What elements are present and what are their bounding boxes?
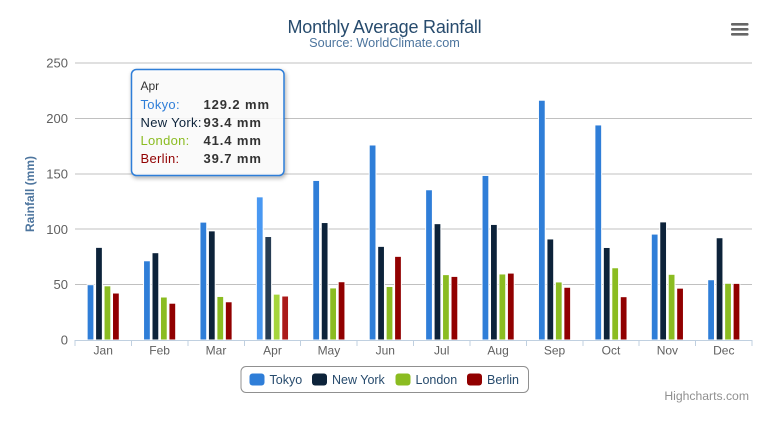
svg-text:Nov: Nov [657, 344, 678, 358]
svg-text:50: 50 [54, 277, 68, 292]
svg-text:Oct: Oct [602, 344, 621, 358]
svg-text:Tokyo: Tokyo [270, 373, 303, 387]
svg-text:41.4 mm: 41.4 mm [204, 133, 262, 148]
svg-text:Source: WorldClimate.com: Source: WorldClimate.com [309, 36, 460, 50]
svg-text:Tokyo:: Tokyo: [141, 97, 180, 112]
svg-text:150: 150 [46, 166, 68, 181]
svg-text:Berlin:: Berlin: [141, 151, 180, 166]
svg-text:London:: London: [141, 133, 190, 148]
svg-text:0: 0 [61, 333, 68, 348]
svg-text:Apr: Apr [141, 79, 160, 93]
svg-text:Sep: Sep [544, 344, 566, 358]
svg-text:Rainfall (mm): Rainfall (mm) [23, 156, 37, 232]
svg-text:129.2 mm: 129.2 mm [204, 97, 270, 112]
svg-text:Jun: Jun [376, 344, 395, 358]
svg-text:39.7 mm: 39.7 mm [204, 151, 262, 166]
svg-text:100: 100 [46, 222, 68, 237]
svg-text:Mar: Mar [206, 344, 227, 358]
svg-text:Aug: Aug [487, 344, 508, 358]
svg-text:Jan: Jan [94, 344, 113, 358]
svg-text:Monthly Average Rainfall: Monthly Average Rainfall [288, 17, 482, 37]
svg-text:New York: New York [332, 373, 386, 387]
svg-text:Feb: Feb [149, 344, 170, 358]
svg-text:Apr: Apr [263, 344, 282, 358]
svg-text:London: London [416, 373, 458, 387]
svg-text:Dec: Dec [713, 344, 734, 358]
svg-text:May: May [318, 344, 341, 358]
svg-text:200: 200 [46, 111, 68, 126]
svg-text:Berlin: Berlin [487, 373, 519, 387]
svg-text:Jul: Jul [434, 344, 449, 358]
svg-text:Highcharts.com: Highcharts.com [664, 389, 749, 403]
svg-text:New York:: New York: [141, 115, 202, 130]
svg-text:93.4 mm: 93.4 mm [204, 115, 262, 130]
svg-text:250: 250 [46, 56, 68, 71]
